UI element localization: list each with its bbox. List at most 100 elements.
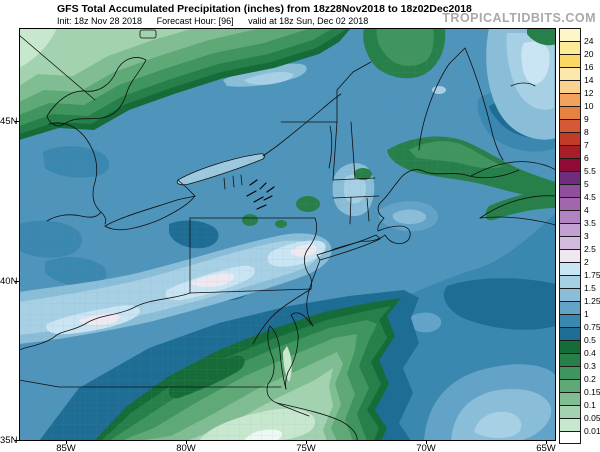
colorbar-cell [559, 67, 581, 80]
ohio-river [18, 292, 191, 351]
lat-tick [15, 440, 19, 441]
lat-tick [15, 121, 19, 122]
lon-tick [306, 441, 307, 444]
colorbar-label-0.01: 0.01 [584, 426, 600, 436]
county-grid [19, 48, 503, 441]
run-info-line: Init: 18z Nov 28 2018 Forecast Hour: [96… [57, 16, 380, 26]
lat-label-40N: 40N [0, 276, 18, 287]
lon-tick [546, 441, 547, 444]
colorbar-cell [559, 184, 581, 197]
colorbar-label-0.3: 0.3 [584, 361, 596, 371]
colorbar-label-0.5: 0.5 [584, 335, 596, 345]
lon-tick [186, 441, 187, 444]
colorbar-cell [559, 145, 581, 158]
colorbar-cell [559, 197, 581, 210]
coastline [329, 169, 520, 252]
colorbar-cell [559, 171, 581, 184]
colorbar-label-5: 5 [584, 179, 589, 189]
colorbar-cell [559, 301, 581, 314]
colorbar-cell [559, 340, 581, 353]
tropicaltidbits-watermark: TROPICALTIDBITS.COM [442, 11, 596, 25]
colorbar-label-1.75: 1.75 [584, 270, 600, 280]
st-lawrence-river [262, 93, 342, 157]
colorbar-label-20: 20 [584, 49, 594, 59]
colorbar-label-14: 14 [584, 75, 594, 85]
colorbar-label-24: 24 [584, 36, 594, 46]
colorbar-label-4.5: 4.5 [584, 192, 596, 202]
coastline-and-borders [18, 29, 557, 442]
colorbar-cell [559, 405, 581, 418]
lat-label-45N: 45N [0, 116, 18, 127]
colorbar [559, 28, 581, 444]
michigan-outline [46, 122, 102, 222]
colorbar-cell [559, 262, 581, 275]
colorbar-cell [559, 366, 581, 379]
colorbar-cell [559, 223, 581, 236]
colorbar-label-5.5: 5.5 [584, 166, 596, 176]
colorbar-label-2.5: 2.5 [584, 244, 596, 254]
colorbar-cell [559, 314, 581, 327]
colorbar-label-1.5: 1.5 [584, 283, 596, 293]
colorbar-label-3: 3 [584, 231, 589, 241]
colorbar-label-9: 9 [584, 114, 589, 124]
lat-label-35N: 35N [0, 435, 18, 446]
colorbar-label-0.05: 0.05 [584, 413, 600, 423]
forecast-hour: Forecast Hour: [96] [156, 16, 234, 26]
colorbar-label-0.4: 0.4 [584, 348, 596, 358]
valid-time: valid at 18z Sun, Dec 02 2018 [248, 16, 369, 26]
colorbar-cell [559, 80, 581, 93]
colorbar-label-0.15: 0.15 [584, 387, 600, 397]
colorbar-cell [559, 353, 581, 366]
colorbar-label-1: 1 [584, 309, 589, 319]
colorbar-cell [559, 236, 581, 249]
colorbar-label-0.2: 0.2 [584, 374, 596, 384]
colorbar-cell [559, 275, 581, 288]
chesapeake-bay [269, 325, 287, 390]
colorbar-label-12: 12 [584, 88, 594, 98]
lon-label-85W: 85W [56, 443, 76, 452]
colorbar-label-3.5: 3.5 [584, 218, 596, 228]
province-boundary [18, 34, 96, 101]
colorbar-cell [559, 28, 581, 41]
colorbar-cell [559, 54, 581, 67]
colorbar-cell [559, 327, 581, 340]
precipitation-map [18, 28, 557, 442]
long-island-outline [316, 234, 381, 261]
colorbar-cell [559, 210, 581, 223]
colorbar-label-0.75: 0.75 [584, 322, 600, 332]
colorbar-cell [559, 379, 581, 392]
colorbar-label-10: 10 [584, 101, 594, 111]
colorbar-cell [559, 392, 581, 405]
nova-scotia-outline [479, 195, 557, 219]
lon-label-75W: 75W [296, 443, 316, 452]
colorbar-cell [559, 158, 581, 171]
colorbar-label-7: 7 [584, 140, 589, 150]
colorbar-cell [559, 288, 581, 301]
colorbar-label-6: 6 [584, 153, 589, 163]
colorbar-cell [559, 132, 581, 145]
colorbar-label-4: 4 [584, 205, 589, 215]
colorbar-cell [559, 418, 581, 431]
colorbar-cell [559, 41, 581, 54]
lat-tick [15, 281, 19, 282]
colorbar-cell [559, 249, 581, 262]
colorbar-label-16: 16 [584, 62, 594, 72]
colorbar-label-1.25: 1.25 [584, 296, 600, 306]
lake-erie-outline [104, 195, 196, 227]
colorbar-label-0.1: 0.1 [584, 400, 596, 410]
lon-tick [426, 441, 427, 444]
lake-champlain [328, 125, 333, 169]
lake-huron-outline [46, 57, 147, 127]
colorbar-cell [559, 106, 581, 119]
lake-effect-hatches [246, 179, 275, 210]
colorbar-label-2: 2 [584, 257, 589, 267]
colorbar-cell [559, 119, 581, 132]
lon-label-80W: 80W [176, 443, 196, 452]
colorbar-label-8: 8 [584, 127, 589, 137]
page-title: GFS Total Accumulated Precipitation (inc… [57, 3, 472, 15]
init-time: Init: 18z Nov 28 2018 [57, 16, 143, 26]
lon-label-70W: 70W [416, 443, 436, 452]
lon-tick [66, 441, 67, 444]
colorbar-cell [559, 431, 581, 444]
